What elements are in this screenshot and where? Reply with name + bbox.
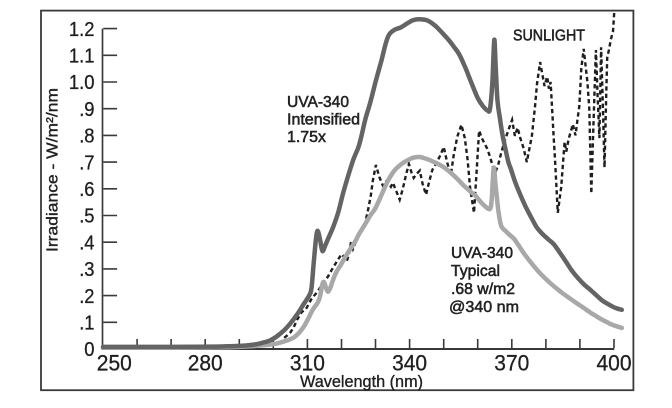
svg-text:1.2: 1.2 <box>69 19 95 41</box>
svg-text:1.0: 1.0 <box>69 72 95 94</box>
svg-text:.1: .1 <box>79 313 94 335</box>
svg-text:.2: .2 <box>79 286 94 308</box>
svg-text:1.75x: 1.75x <box>287 129 326 146</box>
svg-text:280: 280 <box>188 351 223 376</box>
svg-text:.7: .7 <box>79 152 94 174</box>
svg-text:1.1: 1.1 <box>69 46 95 68</box>
svg-text:0: 0 <box>84 339 94 361</box>
svg-text:400: 400 <box>597 351 632 376</box>
svg-text:UVA-340: UVA-340 <box>287 94 349 111</box>
svg-text:.3: .3 <box>79 259 94 281</box>
svg-text:250: 250 <box>97 351 132 376</box>
svg-text:.9: .9 <box>79 99 94 121</box>
svg-text:@340 nm: @340 nm <box>449 299 519 316</box>
svg-text:340: 340 <box>392 351 427 376</box>
svg-text:.4: .4 <box>79 232 94 254</box>
svg-text:.6: .6 <box>79 179 94 201</box>
svg-text:UVA-340: UVA-340 <box>451 245 513 262</box>
svg-text:SUNLIGHT: SUNLIGHT <box>513 27 585 44</box>
svg-text:370: 370 <box>494 351 529 376</box>
svg-text:Intensified: Intensified <box>287 112 360 129</box>
svg-text:.68 w/m2: .68 w/m2 <box>451 281 515 298</box>
svg-text:310: 310 <box>290 351 325 376</box>
svg-text:Typical: Typical <box>451 263 500 280</box>
svg-text:.5: .5 <box>79 206 94 228</box>
svg-text:.8: .8 <box>79 126 94 148</box>
svg-text:Wavelength (nm): Wavelength (nm) <box>300 372 423 391</box>
svg-text:Irradiance - W/m²/nm: Irradiance - W/m²/nm <box>45 88 62 252</box>
